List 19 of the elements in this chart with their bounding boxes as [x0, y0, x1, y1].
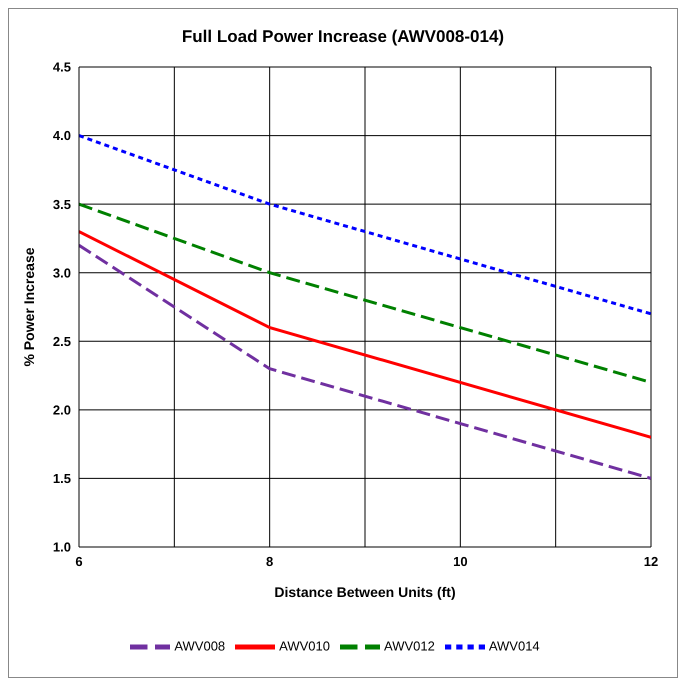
x-axis-title: Distance Between Units (ft) [274, 584, 456, 600]
x-tick-label: 6 [75, 554, 83, 570]
y-tick-label: 3.5 [52, 196, 71, 212]
y-tick-label: 2.0 [52, 402, 71, 418]
y-tick-label: 3.0 [52, 265, 71, 280]
y-tick-label: 4.0 [52, 128, 71, 144]
legend-label: AWV010 [279, 638, 330, 654]
legend-label: AWV014 [488, 638, 540, 654]
y-tick-label: 1.0 [52, 540, 71, 555]
legend-label: AWV012 [384, 638, 435, 654]
y-axis-title: % Power Increase [20, 247, 37, 367]
x-tick-label: 8 [266, 554, 274, 570]
legend-label: AWV008 [174, 638, 226, 654]
y-tick-label: 2.5 [52, 334, 71, 349]
x-tick-label: 12 [644, 554, 658, 570]
y-tick-label: 4.5 [52, 60, 71, 75]
y-tick-label: 1.5 [52, 471, 71, 486]
x-tick-label: 10 [453, 554, 468, 570]
chart-title: Full Load Power Increase (AWV008-014) [180, 26, 506, 48]
